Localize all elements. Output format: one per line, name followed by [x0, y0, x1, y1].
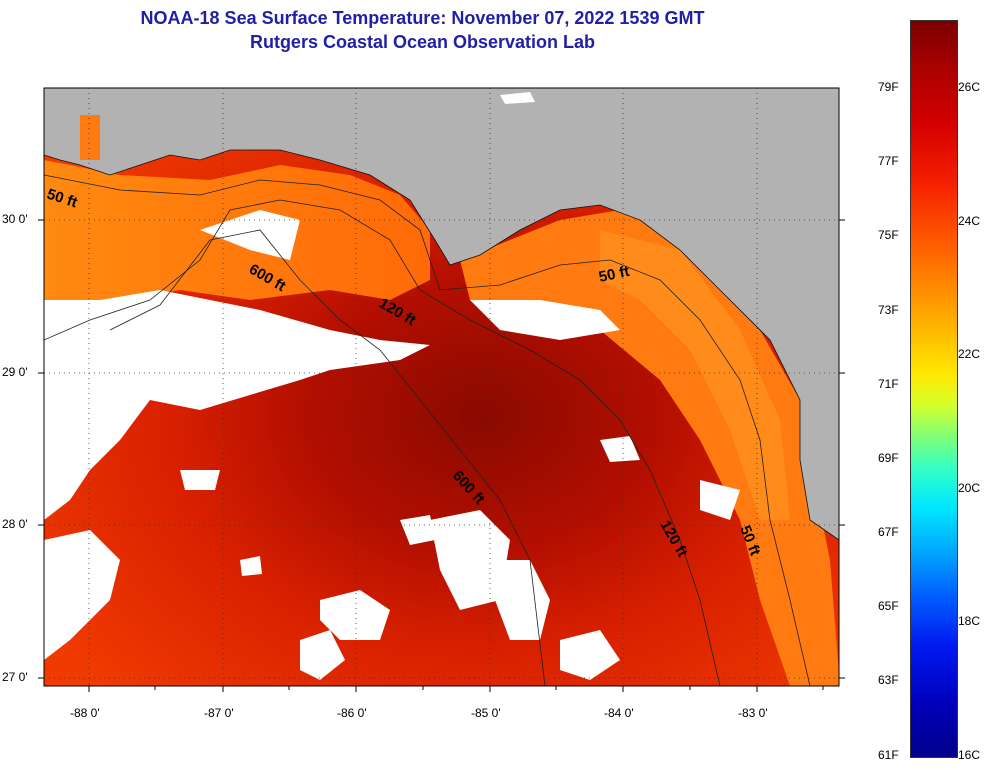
temperature-colorbar — [910, 20, 958, 758]
colorbar-label-c: 18C — [958, 614, 981, 628]
colorbar-label-f: 61F — [878, 748, 899, 762]
colorbar-label-f: 63F — [878, 673, 899, 687]
lon-label: -86 0' — [337, 706, 367, 720]
colorbar-label-f: 79F — [878, 80, 899, 94]
lat-label: 27 0' — [2, 670, 28, 684]
map-frame — [43, 87, 840, 687]
shelf-water-east — [460, 210, 839, 686]
tick-marks — [38, 219, 845, 692]
colorbar-label-f: 67F — [878, 525, 899, 539]
colorbar-label-f: 69F — [878, 451, 899, 465]
lon-label: -83 0' — [738, 706, 768, 720]
colorbar-label-f: 77F — [878, 154, 899, 168]
colorbar-label-f: 65F — [878, 599, 899, 613]
lon-label: -88 0' — [70, 706, 100, 720]
lat-label: 30 0' — [2, 212, 28, 226]
colorbar-label-f: 75F — [878, 228, 899, 242]
colorbar-label-c: 24C — [958, 214, 981, 228]
mobile-bay — [80, 115, 100, 160]
colorbar-label-f: 71F — [878, 377, 899, 391]
lon-label: -87 0' — [204, 706, 234, 720]
colorbar-label-c: 22C — [958, 347, 981, 361]
lat-label: 29 0' — [2, 365, 28, 379]
colorbar-label-c: 20C — [958, 481, 981, 495]
lat-label: 28 0' — [2, 517, 28, 531]
contour-label: 50 ft — [597, 263, 631, 286]
lon-label: -85 0' — [471, 706, 501, 720]
land-mass — [44, 88, 839, 541]
map-title: NOAA-18 Sea Surface Temperature: Novembe… — [140, 8, 705, 28]
colorbar-label-c: 26C — [958, 80, 981, 94]
shelf-water-inner — [600, 230, 790, 520]
colorbar-label-c: 16C — [958, 748, 981, 762]
cloud-mask — [44, 210, 740, 680]
colorbar-label-f: 73F — [878, 303, 899, 317]
lon-label: -84 0' — [604, 706, 634, 720]
inland-cloud — [500, 92, 535, 104]
map-subtitle: Rutgers Coastal Ocean Observation Lab — [249, 32, 596, 52]
bathymetry-contours — [44, 174, 811, 686]
sst-map: 50 ft 600 ft 120 ft 50 ft 600 ft 120 ft … — [38, 87, 845, 692]
